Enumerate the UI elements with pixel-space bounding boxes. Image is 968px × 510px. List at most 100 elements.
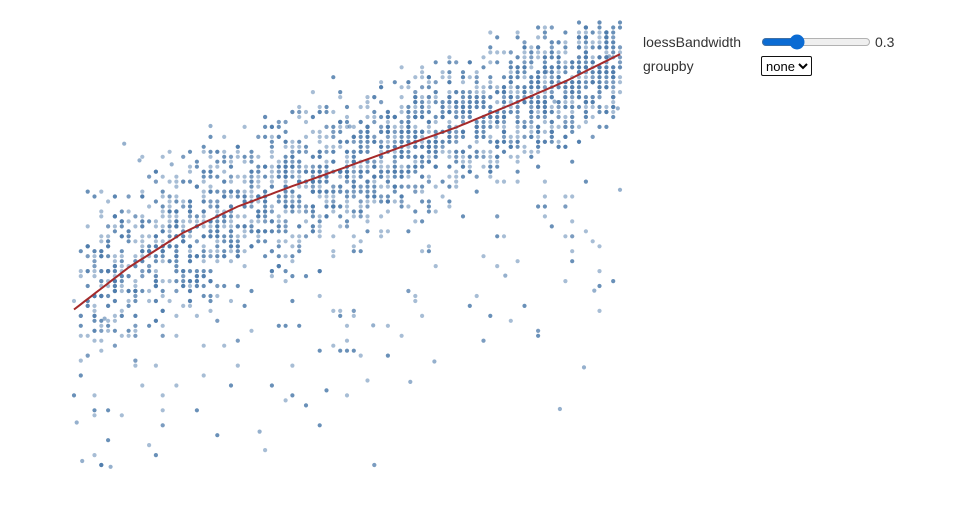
data-point [126,298,131,304]
data-point [440,149,445,154]
groupby-select[interactable]: none [761,56,812,76]
data-point [303,274,309,279]
data-point [153,298,158,304]
data-point [420,164,425,169]
data-point [303,109,309,115]
data-point [119,308,124,313]
data-point [167,179,172,184]
data-point [365,139,370,144]
data-point [160,408,165,413]
data-point [208,154,213,159]
data-point [290,204,295,209]
data-point [549,25,554,30]
bandwidth-slider[interactable] [761,34,871,50]
data-point [181,179,186,184]
data-point [529,134,534,139]
data-point [153,269,158,274]
data-point [283,209,288,214]
data-point [501,114,507,120]
data-point [447,75,452,80]
data-point [263,164,268,169]
data-point [426,199,431,204]
groupby-row: groupby none [643,54,963,78]
data-point [160,224,165,229]
data-point [536,328,541,333]
data-point [263,174,268,179]
data-point [263,229,268,234]
data-point [474,129,479,134]
data-point [581,365,587,370]
data-point [303,134,309,139]
data-point [147,269,152,274]
data-point [310,114,315,120]
data-point [372,174,377,179]
data-point [576,60,582,65]
data-point [454,149,459,154]
data-point [269,134,274,139]
data-point [119,234,124,239]
data-point [576,139,582,144]
data-point [119,249,124,254]
data-point [167,204,172,209]
data-point [276,239,281,244]
data-point [392,129,397,134]
data-point [71,298,77,304]
data-point [351,149,356,154]
data-point [372,119,377,125]
data-point [344,189,350,194]
data-point [324,124,329,129]
data-point [529,55,534,60]
data-point [522,70,527,75]
data-point [481,65,486,70]
data-point [474,119,479,125]
data-point [174,224,179,229]
data-point [406,124,411,129]
data-point [140,194,145,199]
data-point [583,100,589,105]
data-point [508,154,513,159]
data-point [331,204,336,209]
data-point [563,119,568,125]
data-point [208,229,213,234]
data-point [399,149,404,154]
data-point [92,254,97,259]
data-point [153,453,158,458]
data-point [140,214,145,219]
data-point [536,75,541,80]
data-point [92,308,97,313]
data-point [392,124,397,129]
data-point [338,139,343,144]
data-point [420,109,425,115]
data-point [365,214,370,219]
data-point [426,100,431,105]
data-point [515,95,520,100]
data-point [501,109,507,115]
data-point [303,204,309,209]
data-point [78,313,83,318]
data-point [460,159,466,164]
data-point [440,139,445,144]
data-point [99,318,104,323]
data-point [119,209,124,214]
data-point [112,194,117,199]
data-point [385,109,390,115]
data-point [474,174,479,179]
data-point [283,174,288,179]
data-point [536,95,541,100]
data-point [303,209,309,214]
data-point [338,348,343,353]
data-point [385,124,390,129]
data-point [99,234,104,239]
data-point [181,224,186,229]
data-point [426,244,431,249]
data-point [256,184,261,189]
data-point [249,174,254,179]
data-point [433,60,438,65]
data-point [249,288,254,294]
data-point [324,189,329,194]
data-point [167,298,172,304]
data-point [597,244,602,249]
data-point [174,179,179,184]
data-point [385,174,390,179]
data-point [201,234,206,239]
